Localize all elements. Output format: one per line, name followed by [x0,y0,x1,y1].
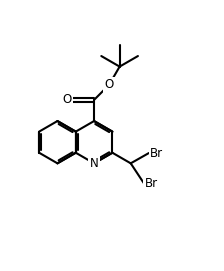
Text: Br: Br [150,147,163,160]
Text: O: O [62,93,72,107]
Text: O: O [104,78,114,91]
Text: N: N [90,157,99,170]
Text: Br: Br [145,177,158,189]
